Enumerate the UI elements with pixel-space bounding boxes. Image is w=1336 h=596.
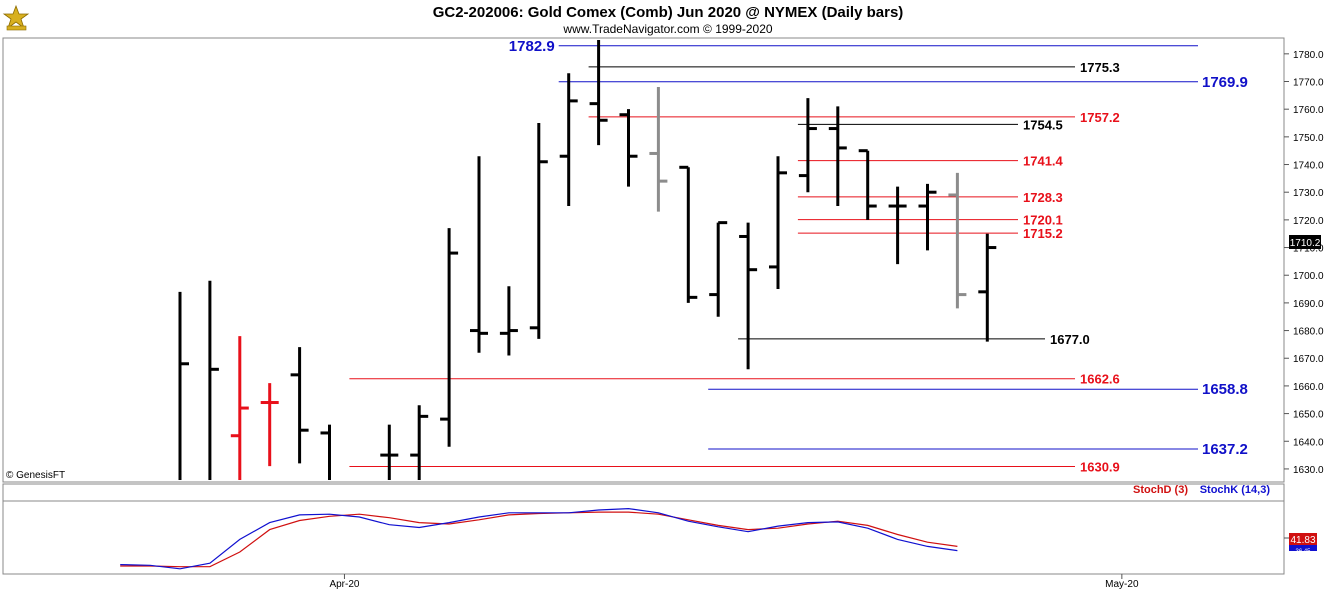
ohlc-bar [649, 87, 668, 212]
ohlc-bar [888, 186, 907, 265]
legend-stoch-d: StochD (3) [1133, 484, 1188, 496]
level-label: 1728.3 [1023, 190, 1063, 205]
ohlc-bar [948, 172, 967, 309]
ohlc-bar [589, 40, 608, 146]
stoch-k-last-label: 36.45 [1295, 549, 1311, 555]
level-label: 1715.2 [1023, 226, 1063, 241]
ohlc-bar [290, 347, 309, 464]
level-label: 1741.4 [1023, 154, 1064, 169]
chart-subtitle: www.TradeNavigator.com © 1999-2020 [562, 22, 772, 36]
last-price-badge: 1710.2 [1289, 235, 1321, 249]
stoch-d-last-label: 41.83 [1290, 535, 1315, 546]
ohlc-bar [828, 106, 847, 207]
level-label: 1720.1 [1023, 213, 1063, 228]
price-tick-label: 1740.0 [1293, 161, 1324, 172]
ohlc-bar [320, 424, 331, 480]
watermark: © GenesisFT [6, 470, 65, 481]
level-label: 1662.6 [1080, 372, 1120, 387]
price-tick-label: 1640.0 [1293, 437, 1324, 448]
chart-title: GC2-202006: Gold Comex (Comb) Jun 2020 @… [433, 4, 904, 21]
ohlc-bar [470, 156, 488, 353]
bars-layer [178, 40, 997, 480]
price-tick-label: 1670.0 [1293, 354, 1324, 365]
ohlc-bar [260, 383, 279, 467]
level-label: 1757.2 [1080, 110, 1120, 125]
level-label: 1782.9 [509, 38, 555, 55]
x-tick-label: May-20 [1105, 579, 1139, 590]
price-tick-label: 1680.0 [1293, 327, 1324, 338]
ohlc-bar [178, 291, 189, 480]
ohlc-bar [739, 222, 758, 370]
ohlc-bar [380, 424, 399, 480]
x-tick-label: Apr-20 [329, 579, 359, 590]
x-axis: Apr-20 May-20 [329, 574, 1139, 590]
price-panel-frame [2, 37, 1285, 483]
price-tick-label: 1720.0 [1293, 216, 1324, 227]
ohlc-bar [499, 286, 518, 356]
ohlc-bar [619, 109, 638, 187]
ohlc-bar [978, 233, 997, 342]
level-label: 1630.9 [1080, 459, 1120, 474]
ohlc-bar [918, 183, 937, 251]
ohlc-bar [529, 123, 548, 339]
last-price-label: 1710.2 [1290, 238, 1321, 249]
ohlc-bar [440, 228, 459, 447]
ohlc-bar [858, 149, 877, 220]
ohlc-bar [798, 98, 817, 193]
price-tick-label: 1710.0 [1293, 244, 1324, 255]
level-label: 1637.2 [1202, 441, 1248, 458]
stoch-series-line [120, 507, 958, 570]
ohlc-bar [208, 280, 219, 480]
legend-stoch-k: StochK (14,3) [1200, 484, 1271, 496]
levels-layer: 1782.9 1775.3 1769.9 1757.2 1754.5 1741.4 1728… [349, 38, 1248, 474]
level-label: 1658.8 [1202, 381, 1248, 398]
price-tick-label: 1760.0 [1293, 105, 1324, 116]
price-tick-label: 1660.0 [1293, 382, 1324, 393]
stoch-series-line [120, 511, 958, 568]
logo-icon [2, 4, 30, 31]
stoch-panel-frame [2, 483, 1285, 575]
ohlc-bar [769, 156, 787, 290]
price-tick-label: 1780.0 [1293, 50, 1324, 61]
price-tick-label: 1650.0 [1293, 410, 1324, 421]
level-label: 1754.5 [1023, 117, 1063, 132]
ohlc-bar [230, 336, 249, 480]
price-tick-label: 1750.0 [1293, 133, 1324, 144]
price-tick-label: 1770.0 [1293, 78, 1324, 89]
price-tick-label: 1690.0 [1293, 299, 1324, 310]
ohlc-bar [709, 221, 728, 317]
price-tick-label: 1730.0 [1293, 188, 1324, 199]
ohlc-bar [559, 73, 578, 207]
stoch-last-badges: 41.83 36.45 [1289, 533, 1317, 555]
level-label: 1677.0 [1050, 332, 1090, 347]
ohlc-bar [679, 165, 698, 303]
price-tick-label: 1700.0 [1293, 271, 1324, 282]
level-label: 1775.3 [1080, 60, 1120, 75]
level-label: 1769.9 [1202, 74, 1248, 91]
price-axis: 1630.0 1640.0 1650.0 1660.0 1670.0 1680.0 1690… [1284, 50, 1324, 476]
ohlc-bar [410, 405, 429, 480]
price-tick-label: 1630.0 [1293, 465, 1324, 476]
